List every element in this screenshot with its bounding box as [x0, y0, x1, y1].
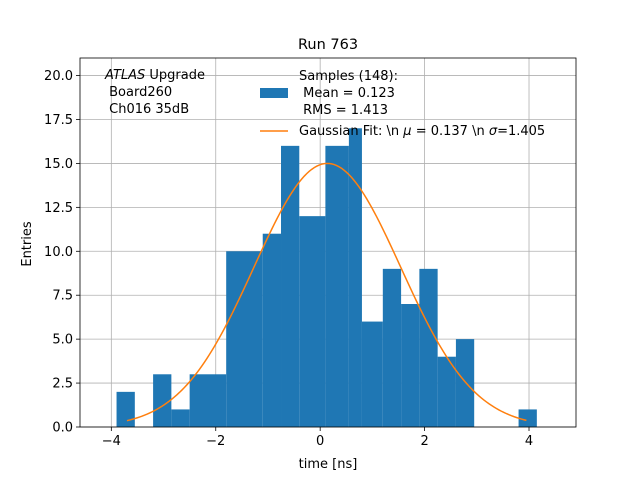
gaussian-fit-line: [126, 162, 527, 422]
legend: Samples (148): Mean = 0.123 RMS = 1.413 …: [260, 69, 545, 139]
histogram-bar: [361, 321, 383, 427]
annotation-experiment: ATLAS: [104, 68, 145, 83]
annotation-board: Board260: [105, 85, 172, 100]
legend-hist-label-line1: Samples (148):: [299, 69, 398, 84]
y-tick-label: 17.5: [44, 113, 73, 128]
annotation-experiment-line: ATLAS Upgrade: [104, 68, 205, 83]
x-tick-label: −4: [102, 434, 121, 449]
x-tick-label: −2: [206, 434, 225, 449]
annotation-experiment-suffix: Upgrade: [145, 68, 205, 83]
histogram-bar: [116, 391, 135, 427]
histogram-bars: [116, 128, 537, 428]
histogram-bar: [419, 268, 438, 427]
chart-title: Run 763: [298, 37, 358, 53]
legend-fit-text-2: = 0.137 \n: [412, 124, 489, 139]
histogram-bar: [281, 145, 300, 427]
y-tick-label: 2.5: [52, 377, 73, 392]
histogram-bar: [153, 374, 172, 427]
histogram-bar: [382, 268, 402, 427]
plot-frame: [79, 57, 577, 428]
y-axis-label: Entries: [20, 221, 35, 267]
legend-fit-mu: μ: [402, 124, 411, 139]
x-tick-label: 4: [525, 434, 533, 449]
legend-fit-sigma: σ: [489, 124, 498, 139]
histogram-bar: [401, 304, 420, 427]
y-tick-label: 15.0: [44, 157, 73, 172]
histogram-bar: [325, 145, 349, 427]
atlas-annotation: ATLAS Upgrade Board260 Ch016 35dB: [104, 68, 205, 117]
legend-hist-label-line2: Mean = 0.123: [299, 86, 395, 101]
legend-hist-label-line3: RMS = 1.413: [299, 103, 388, 118]
histogram-bar: [189, 374, 227, 427]
x-tick-label: 2: [420, 434, 428, 449]
histogram-bar: [171, 409, 190, 427]
annotation-channel: Ch016 35dB: [105, 102, 189, 117]
histogram-bar: [518, 409, 537, 427]
x-axis-label: time [ns]: [299, 457, 358, 472]
y-tick-label: 7.5: [52, 289, 73, 304]
y-tick-label: 12.5: [44, 201, 73, 216]
legend-hist-swatch: [260, 88, 288, 98]
legend-fit-text-1: Gaussian Fit: \n: [299, 124, 403, 139]
legend-fit-label: Gaussian Fit: \n μ = 0.137 \n σ=1.405: [299, 124, 545, 139]
histogram-bar: [455, 339, 475, 427]
x-tick-label: 0: [316, 434, 324, 449]
histogram-bar: [226, 251, 263, 427]
histogram-bar: [299, 216, 326, 427]
histogram-bar: [348, 128, 362, 428]
histogram-bar: [262, 233, 282, 427]
legend-fit-text-3: =1.405: [497, 124, 545, 139]
y-tick-label: 0.0: [52, 421, 73, 436]
histogram-bar: [437, 356, 456, 427]
y-tick-label: 10.0: [44, 245, 73, 260]
y-tick-label: 5.0: [52, 333, 73, 348]
y-tick-label: 20.0: [44, 69, 73, 84]
axis-ticks: −4 −2 0 2 4 0.0 2.5 5.0 7.5 10.0 12.5 15.0 17.5 20.0: [44, 69, 533, 449]
